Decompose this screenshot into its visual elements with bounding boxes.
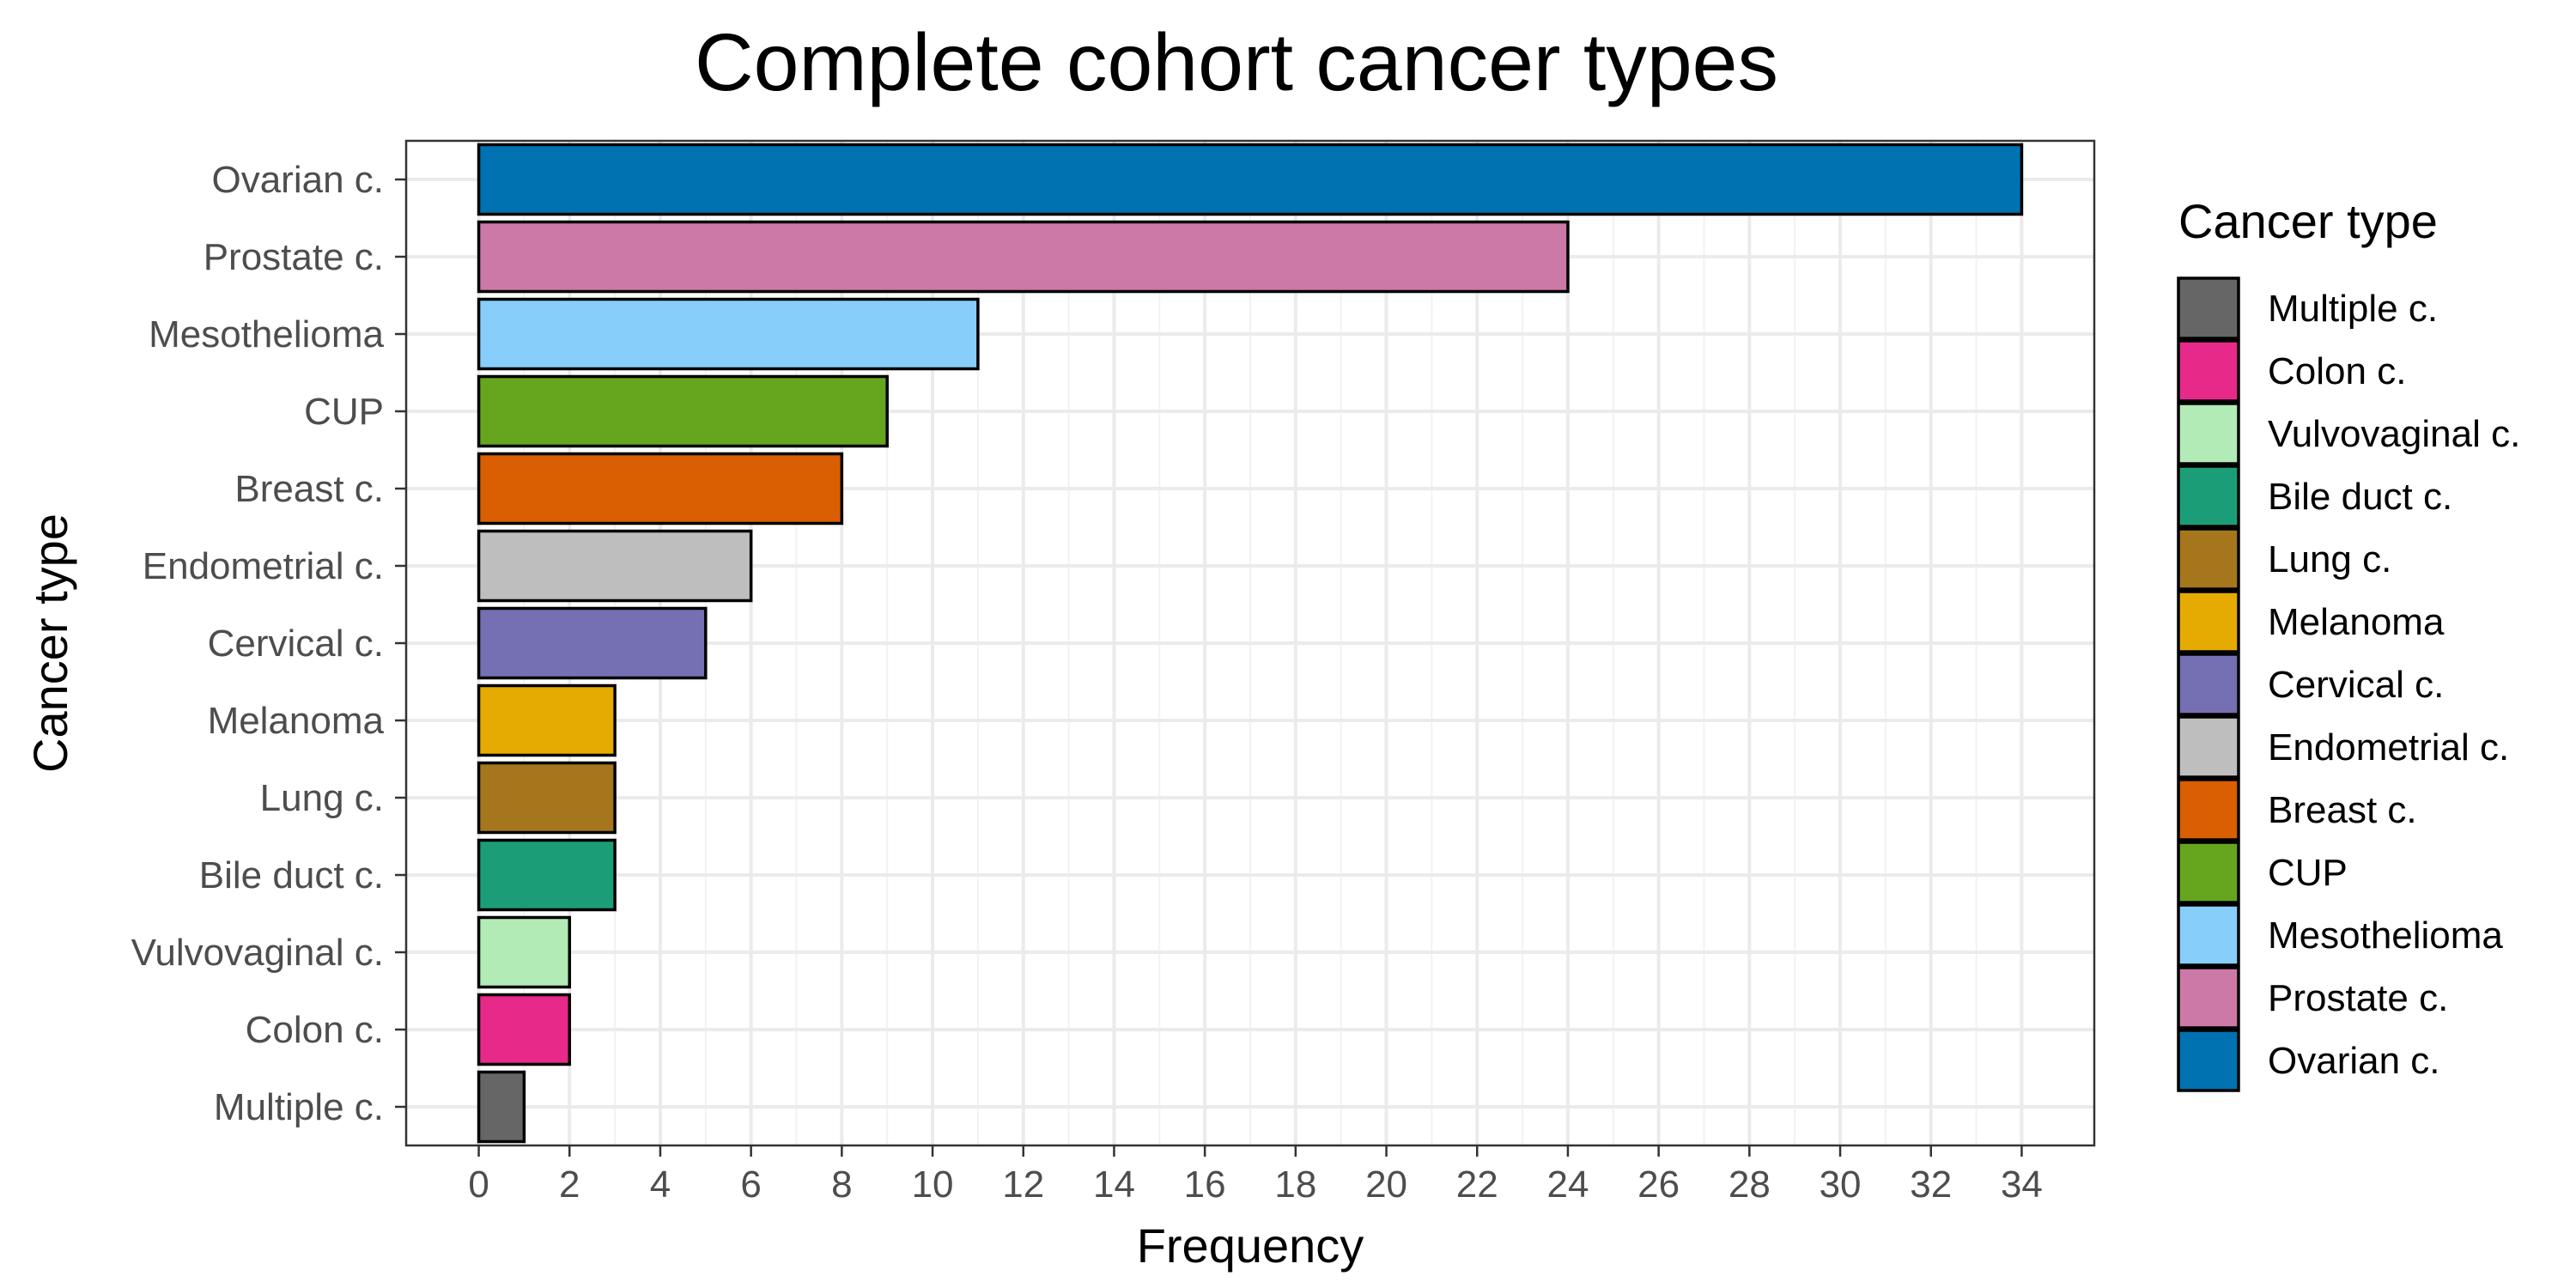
legend-label: Melanoma — [2268, 601, 2445, 643]
legend-key — [2177, 465, 2240, 528]
legend-key — [2177, 402, 2240, 465]
legend-label: Cervical c. — [2268, 664, 2444, 706]
chart-title: Complete cohort cancer types — [695, 17, 1778, 108]
legend-label: Bile duct c. — [2268, 476, 2452, 518]
y-tick-label: Cervical c. — [208, 623, 384, 665]
legend-label: Mesothelioma — [2268, 914, 2503, 957]
legend-label: Ovarian c. — [2268, 1040, 2440, 1082]
legend-label: Breast c. — [2268, 789, 2417, 831]
y-tick-label: Mesothelioma — [149, 313, 384, 355]
x-tick-label: 24 — [1546, 1163, 1589, 1206]
x-tick-label: 2 — [559, 1163, 580, 1206]
y-tick-label: Vulvovaginal c. — [131, 932, 384, 974]
legend-label: Lung c. — [2268, 538, 2391, 580]
y-tick-label: Prostate c. — [204, 236, 384, 278]
legend-key — [2177, 276, 2240, 340]
x-tick-label: 34 — [2001, 1163, 2043, 1206]
legend-key — [2177, 1029, 2240, 1092]
y-tick-label: Ovarian c. — [211, 159, 384, 201]
x-tick-label: 20 — [1365, 1163, 1407, 1206]
legend-label: Multiple c. — [2268, 288, 2438, 330]
legend-label: Vulvovaginal c. — [2268, 413, 2520, 455]
bar-colon-c — [477, 993, 572, 1066]
bar-prostate-c — [477, 220, 1570, 294]
y-tick-label: Melanoma — [208, 700, 385, 742]
legend-key — [2177, 966, 2240, 1030]
y-tick-label: Breast c. — [234, 468, 384, 510]
x-tick-label: 4 — [650, 1163, 671, 1206]
y-tick-label: Colon c. — [246, 1009, 384, 1051]
x-tick-label: 8 — [831, 1163, 852, 1206]
legend-label: CUP — [2268, 852, 2348, 894]
x-tick-label: 28 — [1728, 1163, 1771, 1206]
legend-key — [2177, 527, 2240, 591]
x-axis-title: Frequency — [1137, 1218, 1364, 1273]
bar-endometrial-c — [477, 529, 753, 603]
legend-label: Endometrial c. — [2268, 726, 2509, 769]
bar-mesothelioma — [477, 297, 980, 371]
bar-ovarian-c — [477, 143, 2024, 216]
x-tick-label: 18 — [1274, 1163, 1316, 1206]
bar-lung-c — [477, 761, 617, 835]
x-tick-label: 30 — [1820, 1163, 1862, 1206]
x-axis-ticks: 0 2 4 6 8 10 12 14 16 18 20 22 24 26 28 30 32 34 — [468, 1145, 2043, 1206]
x-tick-label: 26 — [1637, 1163, 1680, 1206]
y-tick-label: Lung c. — [260, 777, 384, 819]
y-axis-ticks: Multiple c. Colon c. Vulvovaginal c. Bile d… — [131, 159, 406, 1128]
legend-key — [2177, 841, 2240, 904]
y-tick-label: CUP — [304, 391, 384, 433]
legend-label: Colon c. — [2268, 350, 2406, 392]
bar-bile-duct-c — [477, 838, 617, 912]
y-axis-title: Cancer type — [23, 513, 77, 773]
bar-cervical-c — [477, 606, 708, 680]
y-tick-label: Multiple c. — [214, 1086, 384, 1128]
x-tick-label: 12 — [1002, 1163, 1044, 1206]
legend-title: Cancer type — [2178, 194, 2438, 248]
bar-vulvovaginal-c — [477, 915, 572, 989]
legend-key — [2177, 590, 2240, 653]
bar-melanoma — [477, 683, 617, 757]
y-tick-label: Bile duct c. — [199, 854, 384, 896]
x-tick-label: 14 — [1093, 1163, 1135, 1206]
bars — [477, 143, 2024, 1144]
legend-key — [2177, 778, 2240, 841]
x-tick-label: 6 — [740, 1163, 761, 1206]
bar-cup — [477, 374, 889, 448]
legend-key — [2177, 339, 2240, 403]
legend-label: Prostate c. — [2268, 977, 2448, 1019]
legend: Multiple c. Colon c. Vulvovaginal c. Bile d… — [2177, 276, 2520, 1092]
bar-multiple-c — [477, 1070, 526, 1144]
bar-breast-c — [477, 452, 844, 526]
x-tick-label: 22 — [1456, 1163, 1498, 1206]
x-tick-label: 32 — [1910, 1163, 1952, 1206]
x-tick-label: 0 — [468, 1163, 489, 1206]
x-tick-label: 10 — [912, 1163, 954, 1206]
y-tick-label: Endometrial c. — [143, 545, 384, 587]
legend-key — [2177, 903, 2240, 967]
x-tick-label: 16 — [1184, 1163, 1226, 1206]
legend-key — [2177, 715, 2240, 779]
legend-key — [2177, 653, 2240, 716]
